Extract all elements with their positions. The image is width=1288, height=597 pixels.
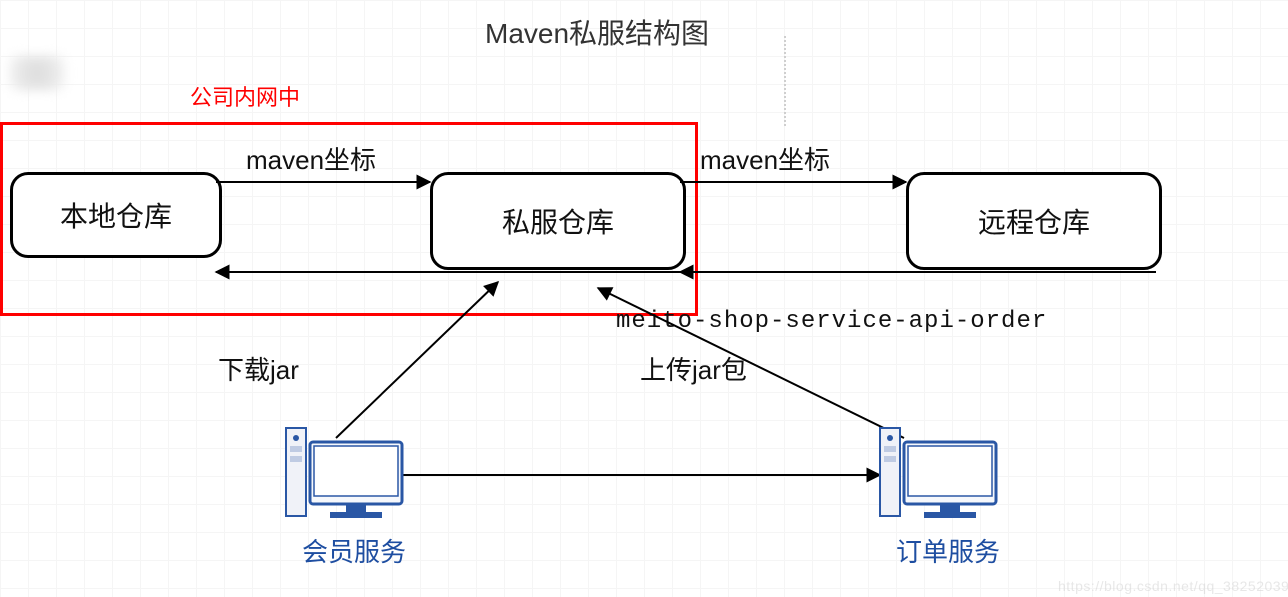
member-service-label: 会员服务 <box>302 532 406 569</box>
node-private-repo: 私服仓库 <box>430 172 686 270</box>
computer-icon-order <box>880 428 996 518</box>
watermark-text: https://blog.csdn.net/qq_38252039 <box>1058 578 1288 594</box>
edge-label-local-to-private: maven坐标 <box>246 140 376 177</box>
diagram-title: Maven私服结构图 <box>485 12 709 52</box>
node-remote-repo: 远程仓库 <box>906 172 1162 270</box>
node-remote-repo-label: 远程仓库 <box>978 201 1090 241</box>
node-local-repo-label: 本地仓库 <box>60 195 172 235</box>
node-private-repo-label: 私服仓库 <box>502 201 614 241</box>
vertical-divider <box>784 36 786 126</box>
edge-label-upload-jar: 上传jar包 <box>640 350 747 387</box>
order-service-label: 订单服务 <box>896 532 1000 569</box>
node-local-repo: 本地仓库 <box>10 172 222 258</box>
intranet-label: 公司内网中 <box>190 80 300 112</box>
computer-icon-member <box>286 428 402 518</box>
smudge-blur <box>8 55 66 91</box>
edge-label-private-to-remote: maven坐标 <box>700 140 830 177</box>
edge-label-download-jar: 下载jar <box>218 350 299 387</box>
api-artifact-label: meito-shop-service-api-order <box>616 308 1047 335</box>
